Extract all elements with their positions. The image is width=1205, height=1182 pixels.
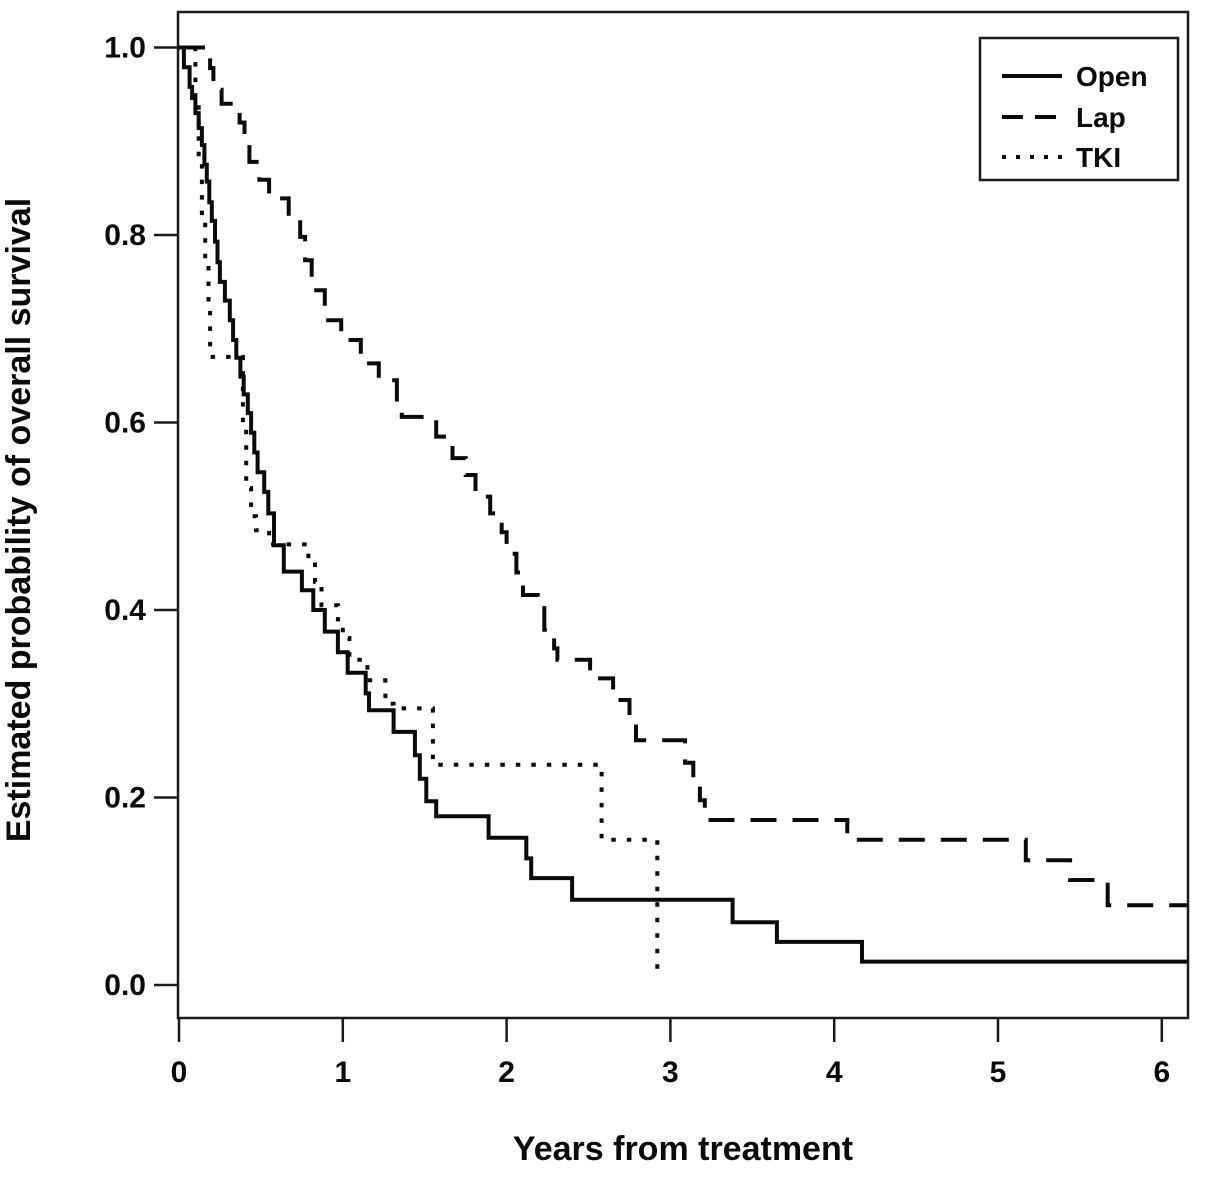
lap-series-line: [179, 45, 1188, 908]
plot-border: [176, 10, 1190, 1020]
legend-entry-open: Open: [1002, 61, 1148, 92]
x-tick-label: 1: [334, 1056, 351, 1089]
legend-open-label: Open: [1076, 61, 1148, 92]
x-axis-ticks: 0 1 2 3 4 5 6: [171, 1018, 1170, 1089]
x-tick-label: 2: [498, 1056, 515, 1089]
tki-series-line: [179, 45, 660, 973]
legend-entry-lap: Lap: [1002, 102, 1126, 133]
legend-box: [978, 36, 1180, 182]
legend-lap-label: Lap: [1076, 102, 1126, 133]
x-tick-label: 0: [171, 1056, 188, 1089]
x-tick-label: 5: [990, 1056, 1007, 1089]
y-axis-ticks: 0.0 0.2 0.4 0.6 0.8 1.0: [104, 32, 178, 1002]
y-tick-label: 0.4: [104, 594, 146, 627]
y-tick-label: 0.0: [104, 969, 146, 1002]
y-tick-label: 0.2: [104, 782, 146, 815]
series-group: [179, 45, 1188, 973]
x-tick-label: 3: [662, 1056, 679, 1089]
y-tick-label: 0.6: [104, 407, 146, 440]
y-axis-title: Estimated probability of overall surviva…: [0, 198, 38, 842]
x-tick-label: 4: [826, 1056, 843, 1089]
x-tick-label: 6: [1153, 1056, 1170, 1089]
open-series-line: [179, 45, 1188, 964]
y-tick-label: 0.8: [104, 219, 146, 252]
legend: Open Lap TKI: [978, 36, 1180, 182]
y-tick-label: 1.0: [104, 32, 146, 65]
x-axis-title: Years from treatment: [513, 1130, 853, 1168]
legend-entry-tki: TKI: [1002, 142, 1121, 173]
legend-tki-label: TKI: [1076, 142, 1121, 173]
